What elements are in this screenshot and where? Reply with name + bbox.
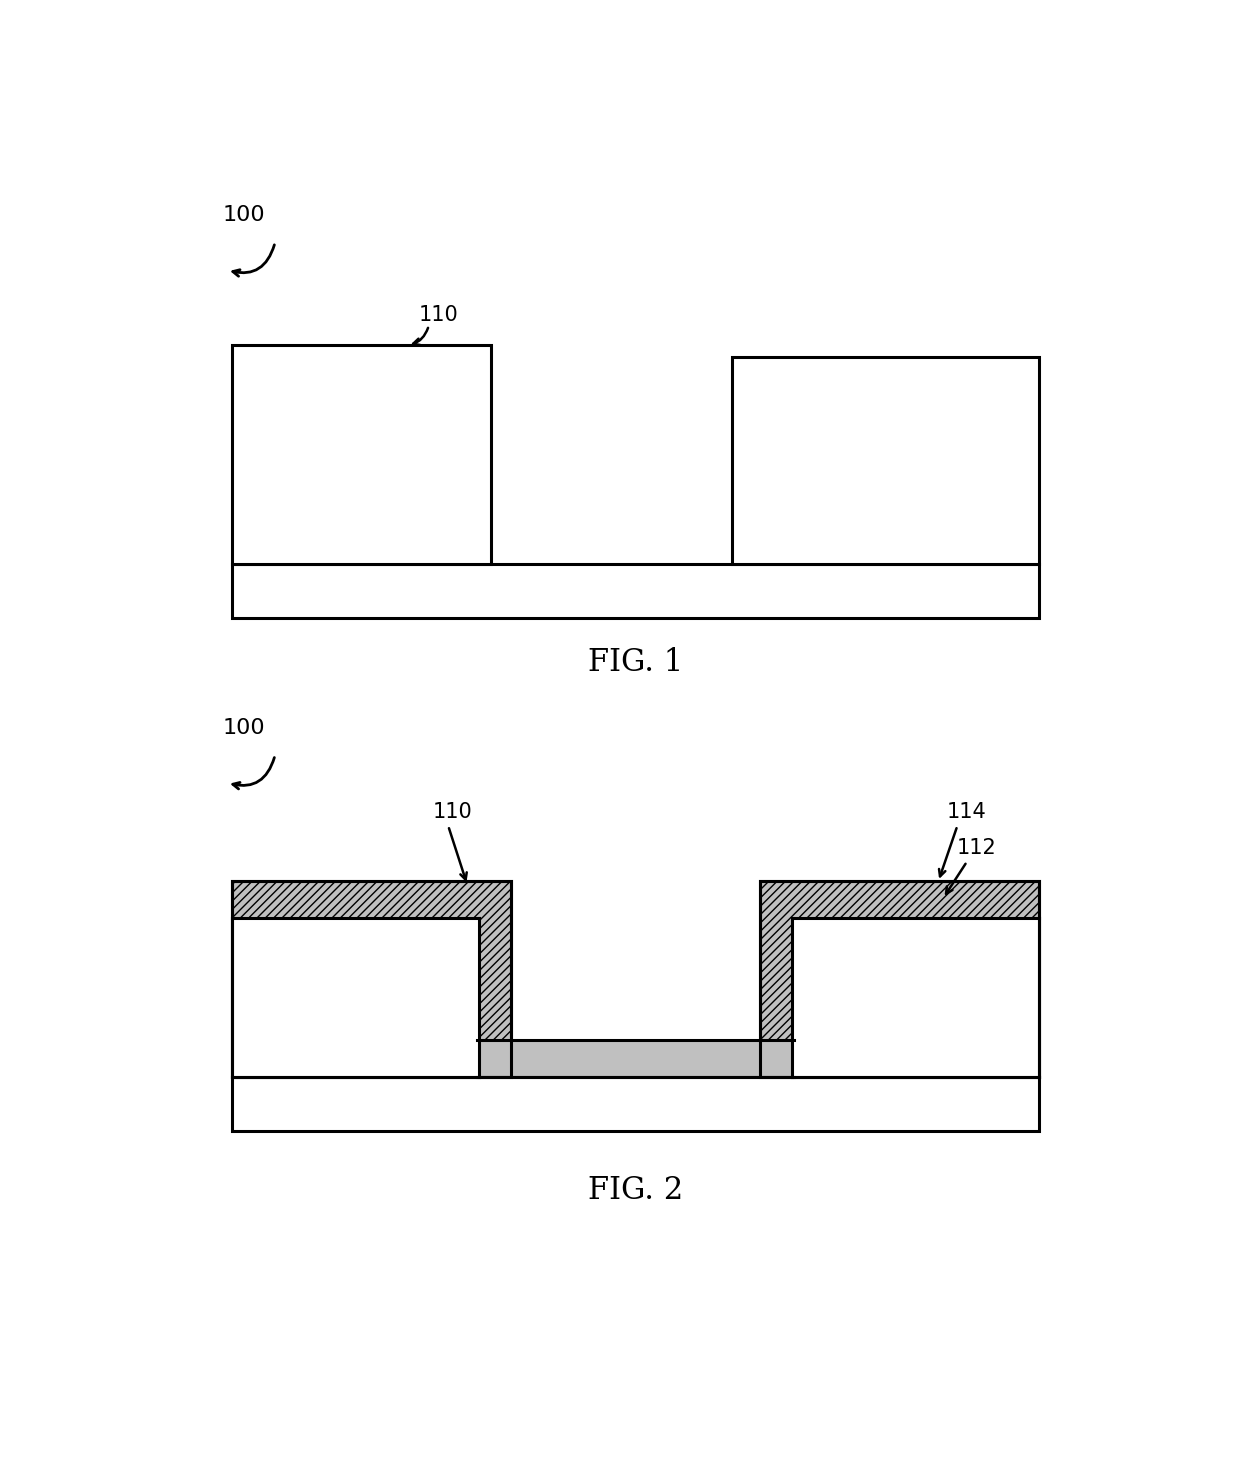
Bar (477, 1040, 794, 1077)
Text: 114: 114 (947, 801, 987, 822)
Text: 112: 112 (957, 838, 997, 858)
Text: 102: 102 (615, 583, 656, 603)
Bar (732, 357, 1039, 564)
Text: 106: 106 (861, 453, 900, 474)
Text: 106: 106 (880, 981, 920, 1001)
Bar (760, 880, 1039, 1077)
Text: 102: 102 (615, 1096, 656, 1116)
Text: 106: 106 (332, 447, 372, 468)
Bar (232, 880, 511, 1077)
Text: FIG. 1: FIG. 1 (588, 647, 683, 679)
Bar (760, 880, 1039, 1077)
Bar (232, 1077, 1039, 1131)
Text: 100: 100 (222, 205, 265, 226)
Text: 106: 106 (322, 981, 362, 1001)
Bar (792, 918, 1039, 1077)
Text: 110: 110 (419, 305, 459, 325)
Text: 100: 100 (222, 718, 265, 739)
Bar (232, 880, 511, 1077)
Text: 110: 110 (433, 801, 472, 822)
Bar (232, 564, 1039, 618)
Bar (232, 345, 491, 564)
Text: FIG. 2: FIG. 2 (588, 1174, 683, 1205)
Bar (232, 918, 479, 1077)
